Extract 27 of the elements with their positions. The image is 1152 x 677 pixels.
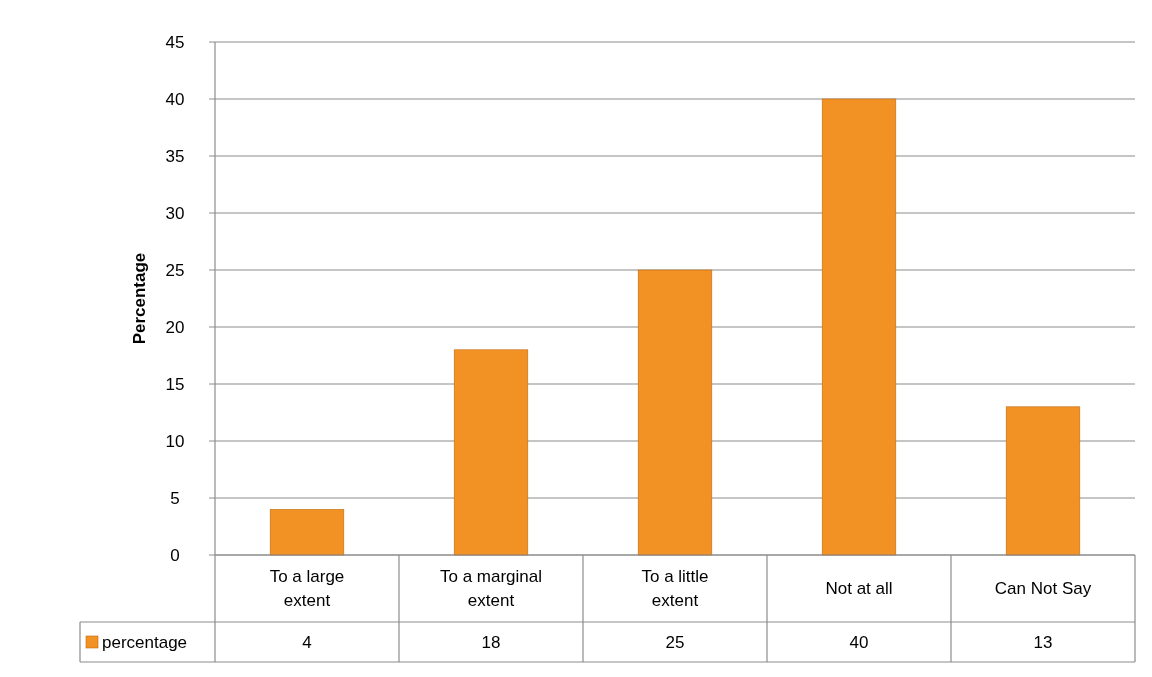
y-tick-label: 45 (165, 32, 185, 52)
y-axis-title: Percentage (130, 252, 149, 345)
x-tick-label: Not at all (825, 579, 893, 599)
bar (821, 98, 897, 556)
bar (637, 269, 713, 556)
y-tick-label: 40 (165, 89, 185, 109)
x-tick-label: To a large extent (269, 567, 345, 611)
x-tick-label: Can Not Say (994, 579, 1092, 599)
y-tick-label: 15 (165, 374, 185, 394)
legend-label: percentage (102, 632, 188, 652)
data-label: 25 (665, 632, 685, 652)
x-tick-label: To a little extent (641, 567, 709, 611)
y-tick-label: 20 (165, 317, 185, 337)
data-label: 18 (481, 632, 501, 652)
y-tick-label: 25 (165, 260, 185, 280)
y-tick-label: 10 (165, 431, 185, 451)
y-tick-label: 30 (165, 203, 185, 223)
data-label: 40 (849, 632, 869, 652)
bar (453, 349, 529, 556)
y-tick-label: 0 (170, 545, 180, 565)
bar (1005, 406, 1081, 556)
bar (269, 509, 345, 556)
data-label: 4 (302, 632, 312, 652)
y-tick-label: 35 (165, 146, 185, 166)
x-tick-label: To a marginal extent (439, 567, 543, 611)
data-label: 13 (1033, 632, 1053, 652)
y-tick-label: 5 (170, 488, 180, 508)
